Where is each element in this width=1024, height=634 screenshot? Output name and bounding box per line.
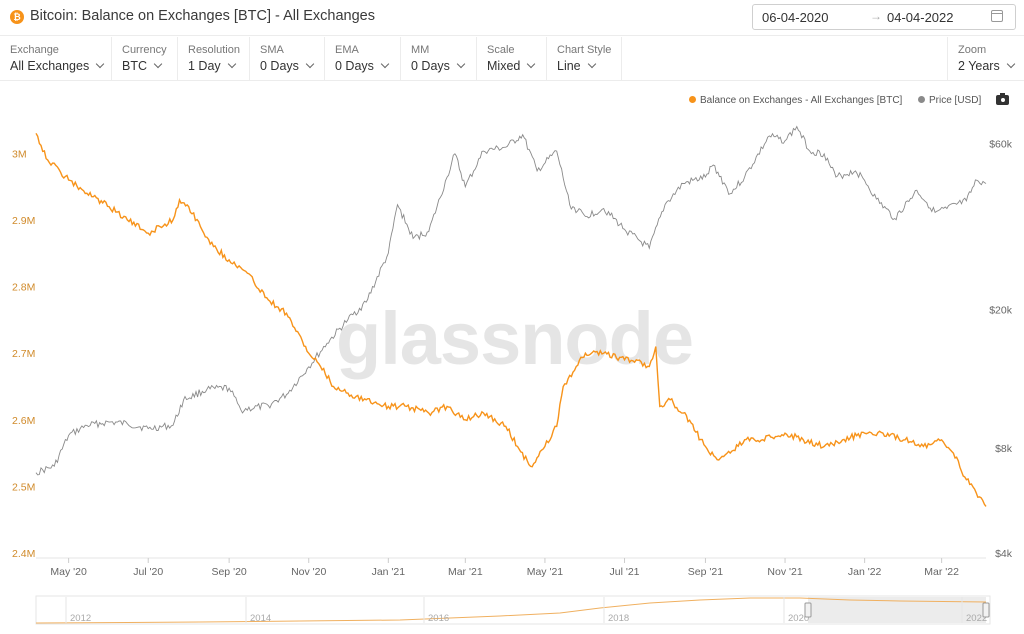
x-axis-tick-label: Sep '20 xyxy=(211,566,246,578)
x-axis-tick-label: Mar '21 xyxy=(448,566,483,578)
resolution-select[interactable]: Resolution 1 Day xyxy=(178,37,250,81)
x-axis-tick-label: Sep '21 xyxy=(688,566,723,578)
navigator-year-label: 2012 xyxy=(70,613,91,624)
zoom-value[interactable]: 2 Years xyxy=(958,59,1015,73)
left-axis-tick-label: 2.5M xyxy=(12,481,35,493)
right-axis-tick-label: $4k xyxy=(995,548,1013,560)
series-line-balance[interactable] xyxy=(35,132,987,507)
left-axis-tick-label: 2.6M xyxy=(12,415,35,427)
x-axis-tick-label: May '21 xyxy=(527,566,564,578)
navigator-year-label: 2016 xyxy=(428,613,449,624)
legend-dot-icon xyxy=(689,96,696,103)
date-range-picker[interactable]: 06-04-2020 → 04-04-2022 xyxy=(752,4,1016,30)
x-axis-tick-label: Nov '21 xyxy=(767,566,802,578)
page-title: Bitcoin: Balance on Exchanges [BTC] - Al… xyxy=(30,8,375,24)
arrow-right-icon: → xyxy=(870,9,882,23)
navigator-series-line xyxy=(35,597,987,624)
left-axis-tick-label: 2.9M xyxy=(12,215,35,227)
sma-value[interactable]: 0 Days xyxy=(260,59,315,73)
ema-label: EMA xyxy=(335,44,359,56)
x-axis-tick-label: May '20 xyxy=(50,566,87,578)
resolution-label: Resolution xyxy=(188,44,240,56)
series-line-price[interactable] xyxy=(35,125,987,476)
bitcoin-icon: ₿ xyxy=(10,10,24,24)
scale-value[interactable]: Mixed xyxy=(487,59,536,73)
ema-select[interactable]: EMA 0 Days xyxy=(325,37,401,81)
date-end-field[interactable]: 04-04-2022 xyxy=(887,10,954,25)
x-axis-tick-label: Jul '21 xyxy=(610,566,640,578)
legend-balance-label: Balance on Exchanges - All Exchanges [BT… xyxy=(700,95,903,106)
navigator-handle-left[interactable] xyxy=(804,602,812,618)
currency-value[interactable]: BTC xyxy=(122,59,163,73)
navigator-year-label: 2014 xyxy=(250,613,271,624)
right-axis-tick-label: $20k xyxy=(989,305,1013,317)
sma-label: SMA xyxy=(260,44,284,56)
legend-item-price[interactable]: Price [USD] xyxy=(918,95,981,106)
ema-value[interactable]: 0 Days xyxy=(335,59,390,73)
sma-select[interactable]: SMA 0 Days xyxy=(250,37,325,81)
chart-style-value[interactable]: Line xyxy=(557,59,596,73)
zoom-select[interactable]: Zoom 2 Years xyxy=(947,37,1024,81)
mm-value[interactable]: 0 Days xyxy=(411,59,466,73)
left-axis-tick-label: 3M xyxy=(12,148,27,160)
resolution-value[interactable]: 1 Day xyxy=(188,59,236,73)
x-axis-tick-label: Jul '20 xyxy=(133,566,163,578)
chart-settings-toolbar: Exchange All Exchanges Currency BTC Reso… xyxy=(0,37,1024,81)
mm-label: MM xyxy=(411,44,430,56)
x-axis-tick-label: Nov '20 xyxy=(291,566,326,578)
legend-item-balance[interactable]: Balance on Exchanges - All Exchanges [BT… xyxy=(689,95,902,106)
currency-label: Currency xyxy=(122,44,167,56)
series-group xyxy=(35,125,987,507)
legend-dot-icon xyxy=(918,96,925,103)
x-axis-tick-label: Mar '22 xyxy=(924,566,959,578)
range-navigator[interactable]: 2012 2014 2016 2018 2020 2022 xyxy=(35,595,991,625)
scale-select[interactable]: Scale Mixed xyxy=(477,37,547,81)
right-axis-tick-label: $8k xyxy=(995,443,1013,455)
legend-price-label: Price [USD] xyxy=(929,95,982,106)
exchange-label: Exchange xyxy=(10,44,59,56)
exchange-value[interactable]: All Exchanges xyxy=(10,59,105,73)
date-start-field[interactable]: 06-04-2020 xyxy=(762,10,829,25)
axes: 3M 2.9M 2.8M 2.7M 2.6M 2.5M 2.4M $60k $20k $8k $4k… xyxy=(12,138,1013,578)
chart-style-select[interactable]: Chart Style Line xyxy=(547,37,622,81)
left-axis-tick-label: 2.8M xyxy=(12,282,35,294)
left-axis-tick-label: 2.4M xyxy=(12,548,35,560)
navigator-handle-right[interactable] xyxy=(982,602,990,618)
x-axis-tick-label: Jan '21 xyxy=(372,566,406,578)
navigator-year-label: 2018 xyxy=(608,613,629,624)
exchange-select[interactable]: Exchange All Exchanges xyxy=(0,37,112,81)
navigator-track[interactable] xyxy=(35,595,991,625)
scale-label: Scale xyxy=(487,44,515,56)
calendar-icon[interactable] xyxy=(991,10,1003,22)
currency-select[interactable]: Currency BTC xyxy=(112,37,178,81)
navigator-year-label: 2020 xyxy=(788,613,809,624)
zoom-label: Zoom xyxy=(958,44,987,56)
right-axis-tick-label: $60k xyxy=(989,138,1013,150)
header-bar: ₿ Bitcoin: Balance on Exchanges [BTC] - … xyxy=(0,0,1024,36)
camera-icon[interactable] xyxy=(996,93,1009,105)
navigator-year-label: 2022 xyxy=(966,613,987,624)
left-axis-tick-label: 2.7M xyxy=(12,348,35,360)
mm-select[interactable]: MM 0 Days xyxy=(401,37,477,81)
chart-style-label: Chart Style xyxy=(557,44,612,56)
x-axis-tick-label: Jan '22 xyxy=(848,566,882,578)
